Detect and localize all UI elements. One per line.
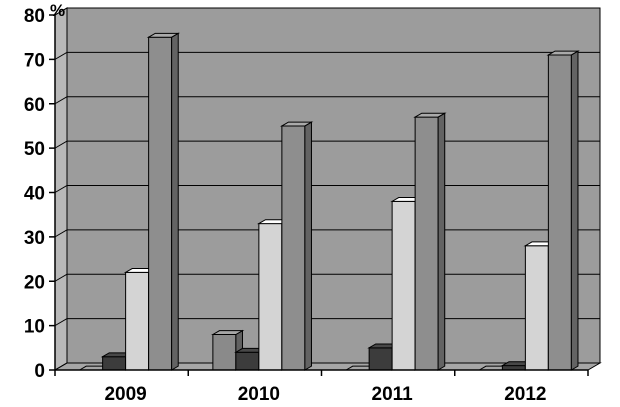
- y-tick-label: 70: [24, 50, 45, 71]
- bar-2009-series-4: [146, 32, 181, 371]
- bar-front: [391, 200, 416, 371]
- y-tick-label: 0: [34, 361, 45, 382]
- gridline: [54, 7, 600, 16]
- bar-top: [546, 50, 580, 56]
- y-tick-label: 40: [24, 184, 45, 205]
- bar-top: [413, 112, 447, 118]
- bar-side: [304, 121, 312, 371]
- y-tick-label: 30: [24, 228, 45, 249]
- bar-front: [102, 356, 127, 371]
- gridline: [54, 51, 600, 60]
- x-axis: 2009 2010 2011 2012: [54, 369, 589, 405]
- bar-front: [524, 245, 549, 371]
- x-tick-label: 2012: [504, 384, 546, 405]
- x-tick-label: 2009: [104, 384, 146, 405]
- y-tick-label: 10: [24, 317, 45, 338]
- bar-front: [258, 223, 283, 371]
- bar-2011-series-4: [413, 112, 447, 371]
- bar-2010-series-4: [280, 121, 314, 371]
- bar-front: [148, 36, 173, 371]
- bar-top: [280, 121, 314, 127]
- bar-side: [570, 50, 579, 371]
- bars: [77, 32, 580, 371]
- bar-front: [414, 116, 439, 371]
- y-tick-label: 50: [24, 139, 45, 160]
- y-axis-unit-label: %: [50, 1, 65, 20]
- bar-top: [146, 32, 181, 38]
- x-tick-label: 2010: [238, 384, 280, 405]
- x-tick-label: 2011: [372, 384, 414, 405]
- bar-front: [281, 125, 306, 371]
- bar-top: [211, 330, 245, 335]
- bar-front: [212, 334, 237, 371]
- bar-front: [235, 351, 260, 371]
- bar-front: [125, 271, 150, 371]
- y-tick-label: 20: [24, 272, 45, 293]
- gridline: [54, 96, 600, 105]
- bar-front: [368, 347, 393, 371]
- y-axis: 0 10 20 30 40 50 60 70 80: [24, 6, 56, 382]
- y-tick-label: 80: [24, 6, 45, 27]
- bar-side: [437, 112, 446, 371]
- bar-side: [171, 32, 179, 371]
- bar-front: [547, 54, 572, 371]
- y-tick-label: 60: [24, 95, 45, 116]
- bar-2012-series-4: [546, 50, 580, 371]
